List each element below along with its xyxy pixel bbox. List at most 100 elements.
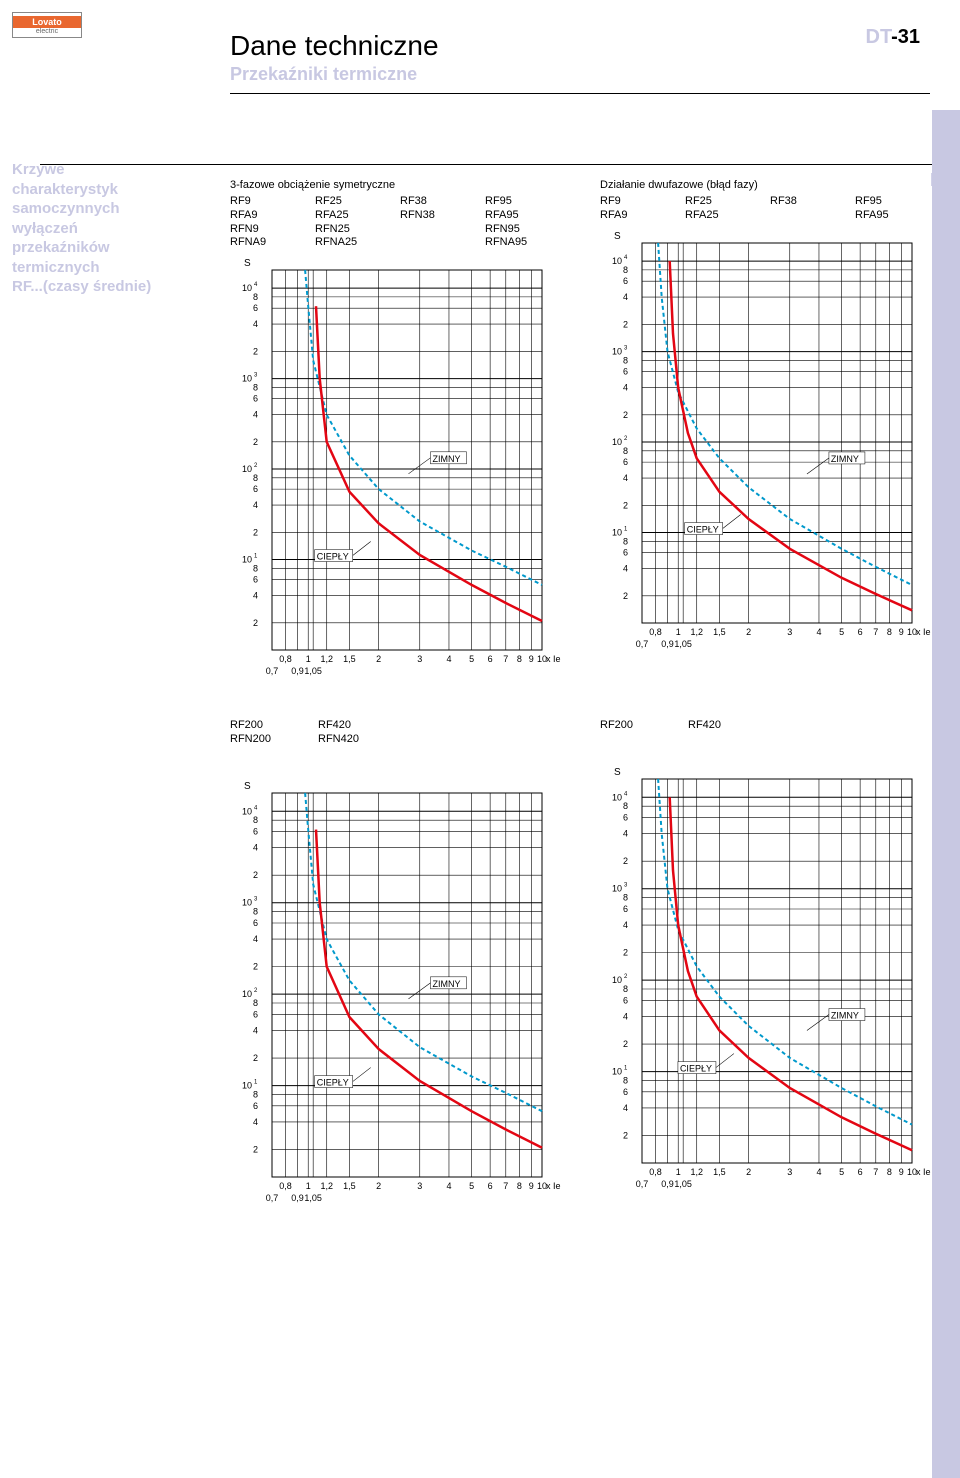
sidebar-line: samoczynnych: [12, 199, 177, 219]
svg-text:ZIMNY: ZIMNY: [432, 978, 460, 988]
svg-text:8: 8: [517, 654, 522, 664]
model-name: RF95: [485, 195, 570, 209]
page-code: DT-31: [866, 26, 920, 49]
model-name: RFN95: [485, 223, 570, 237]
svg-text:10: 10: [612, 1066, 622, 1076]
svg-text:2: 2: [376, 1181, 381, 1191]
model-col: RF200RFN200: [230, 719, 318, 747]
svg-text:6: 6: [623, 812, 628, 822]
svg-text:3: 3: [417, 654, 422, 664]
svg-text:0,8: 0,8: [279, 1181, 292, 1191]
svg-text:CIEPŁY: CIEPŁY: [680, 1063, 712, 1073]
svg-text:2: 2: [624, 974, 628, 980]
svg-text:2: 2: [253, 1053, 258, 1063]
svg-text:10: 10: [612, 256, 622, 266]
svg-text:6: 6: [623, 457, 628, 467]
svg-text:x Ie: x Ie: [916, 1167, 931, 1177]
page-code-prefix: DT: [866, 26, 892, 48]
svg-text:4: 4: [254, 805, 258, 811]
chart-block-b: Działanie dwufazowe (błąd fazy) RF9RFA9R…: [600, 179, 940, 691]
svg-text:S: S: [614, 231, 621, 242]
trip-curve-chart: S10486421038642102864210186420,811,21,52…: [600, 229, 940, 659]
svg-text:2: 2: [253, 1144, 258, 1154]
chart-block-d: RF200RF420 S1048642103864210286421018642…: [600, 719, 940, 1218]
svg-text:2: 2: [746, 1167, 751, 1177]
svg-text:S: S: [244, 258, 251, 269]
svg-text:8: 8: [253, 1089, 258, 1099]
model-name: RFN9: [230, 223, 315, 237]
sidebar-line: RF...(czasy średnie): [12, 277, 177, 297]
model-col: RF25RFA25RFN25RFNA25: [315, 195, 400, 250]
svg-text:1,5: 1,5: [713, 1167, 726, 1177]
model-name: RF9: [230, 195, 315, 209]
svg-text:0,9: 0,9: [291, 1193, 304, 1203]
svg-text:1,2: 1,2: [690, 627, 703, 637]
svg-text:2: 2: [623, 947, 628, 957]
model-col: RF38RFN38: [400, 195, 485, 250]
svg-text:9: 9: [529, 1181, 534, 1191]
model-col: RF420: [688, 719, 776, 733]
svg-text:10: 10: [242, 1080, 252, 1090]
svg-text:4: 4: [253, 1025, 258, 1035]
model-col: RF95RFA95: [855, 195, 940, 223]
model-name: RFNA25: [315, 236, 400, 250]
svg-text:6: 6: [623, 366, 628, 376]
model-list: RF9RFA9RF25RFA25RF38RF95RFA95: [600, 195, 940, 223]
svg-text:4: 4: [253, 500, 258, 510]
svg-text:6: 6: [858, 1167, 863, 1177]
svg-text:x Ie: x Ie: [916, 627, 931, 637]
svg-text:8: 8: [253, 815, 258, 825]
svg-text:1,5: 1,5: [713, 627, 726, 637]
svg-text:0,7: 0,7: [266, 1193, 279, 1203]
svg-text:2: 2: [623, 590, 628, 600]
svg-text:5: 5: [469, 1181, 474, 1191]
svg-text:4: 4: [623, 563, 628, 573]
svg-text:3: 3: [787, 627, 792, 637]
svg-text:4: 4: [623, 473, 628, 483]
svg-text:2: 2: [253, 870, 258, 880]
svg-text:2: 2: [254, 988, 258, 994]
svg-text:3: 3: [254, 373, 258, 379]
svg-text:2: 2: [253, 437, 258, 447]
model-name: RFN25: [315, 223, 400, 237]
svg-text:0,7: 0,7: [636, 639, 649, 649]
model-name: RF200: [230, 719, 318, 733]
page: Lovato electric DT DT-31 Dane techniczne…: [0, 0, 960, 1478]
svg-text:ZIMNY: ZIMNY: [831, 1010, 859, 1020]
model-name: RF420: [688, 719, 776, 733]
brand-sub: electric: [36, 28, 58, 35]
model-name: RFA9: [230, 209, 315, 223]
svg-text:1: 1: [254, 1079, 258, 1085]
svg-text:1,5: 1,5: [343, 654, 356, 664]
svg-text:4: 4: [816, 1167, 821, 1177]
svg-text:1,05: 1,05: [304, 666, 322, 676]
svg-text:1,2: 1,2: [690, 1167, 703, 1177]
svg-text:4: 4: [446, 1181, 451, 1191]
svg-text:9: 9: [899, 1167, 904, 1177]
sidebar-line: Krzywe: [12, 160, 177, 180]
svg-text:6: 6: [253, 1009, 258, 1019]
model-name: RFN420: [318, 733, 406, 747]
brand-name: Lovato: [13, 16, 81, 28]
svg-text:6: 6: [253, 484, 258, 494]
svg-text:2: 2: [254, 463, 258, 469]
svg-text:CIEPŁY: CIEPŁY: [317, 552, 349, 562]
svg-text:2: 2: [623, 500, 628, 510]
svg-text:1: 1: [676, 1167, 681, 1177]
svg-text:4: 4: [623, 382, 628, 392]
header-rule: [230, 93, 930, 94]
svg-text:4: 4: [816, 627, 821, 637]
svg-text:CIEPŁY: CIEPŁY: [687, 524, 719, 534]
svg-text:1,5: 1,5: [343, 1181, 356, 1191]
svg-text:10: 10: [612, 792, 622, 802]
svg-text:4: 4: [624, 791, 628, 797]
brand-logo: Lovato electric: [12, 12, 82, 38]
svg-text:10: 10: [612, 527, 622, 537]
svg-text:0,9: 0,9: [661, 1179, 674, 1189]
svg-text:8: 8: [623, 355, 628, 365]
page-title: Dane techniczne: [230, 30, 920, 62]
svg-text:10: 10: [242, 897, 252, 907]
svg-text:2: 2: [623, 319, 628, 329]
svg-text:2: 2: [253, 618, 258, 628]
svg-text:3: 3: [254, 896, 258, 902]
